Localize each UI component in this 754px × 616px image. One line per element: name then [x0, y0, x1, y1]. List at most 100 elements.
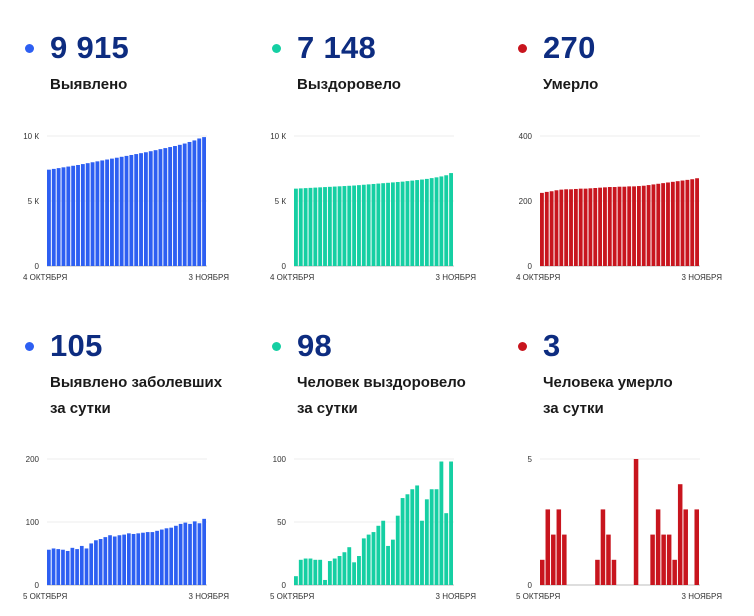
bar: [163, 148, 168, 266]
panel-label-line: за сутки: [543, 400, 604, 417]
bar: [79, 545, 84, 585]
panel-label: Человека умерло за сутки: [543, 370, 743, 422]
bar: [390, 539, 395, 585]
bar: [51, 548, 56, 585]
x-start-label: 4 ОКТЯБРЯ: [516, 273, 560, 282]
bar: [173, 146, 177, 266]
headline: 270: [518, 28, 596, 68]
bar: [651, 184, 656, 266]
bar: [646, 185, 651, 266]
bar: [294, 188, 298, 266]
panel-label-line: Человек выздоровело: [297, 374, 466, 391]
bar: [606, 534, 611, 585]
bar: [332, 558, 337, 585]
bar: [650, 534, 655, 585]
bar: [352, 185, 357, 266]
bar: [155, 530, 159, 585]
x-start-label: 4 ОКТЯБРЯ: [270, 273, 314, 282]
x-end-label: 3 НОЯБРЯ: [682, 273, 723, 282]
bar: [366, 184, 371, 266]
x-end-label: 3 НОЯБРЯ: [436, 273, 477, 282]
bar: [66, 166, 71, 266]
bar: [598, 187, 603, 266]
bar: [318, 187, 323, 266]
bar: [323, 187, 327, 266]
bar: [395, 515, 400, 585]
bar: [361, 538, 366, 585]
panel-label-line: Выздоровело: [297, 76, 401, 93]
bar: [361, 184, 366, 266]
bar: [139, 153, 143, 266]
bar: [303, 188, 308, 266]
bar: [143, 152, 148, 266]
panel-detected-daily: 105 Выявлено заболевших за сутки 0 100 200 5 О…: [23, 326, 255, 616]
bar: [159, 529, 164, 585]
bar: [424, 178, 429, 266]
bar: [127, 533, 131, 585]
panel-label-line: Умерло: [543, 76, 599, 93]
y-tick-label: 0: [528, 262, 533, 271]
bar: [395, 182, 400, 266]
bar: [134, 154, 139, 266]
bar: [148, 151, 153, 266]
bar: [683, 509, 688, 585]
bar: [633, 459, 639, 585]
bar: [84, 548, 89, 585]
bar: [439, 461, 444, 585]
bar: [617, 186, 622, 266]
bar: [622, 186, 627, 266]
panel-died-total: 270 Умерло 0 200 400 4 ОКТЯБРЯ 3 НОЯБРЯ: [516, 28, 748, 318]
bar: [562, 534, 567, 585]
bar: [434, 489, 439, 585]
y-tick-label: 200: [26, 455, 40, 464]
bar: [410, 180, 415, 266]
headline-number: 3: [543, 328, 561, 363]
bar: [420, 179, 424, 266]
bar: [564, 189, 569, 266]
bar: [76, 164, 80, 266]
bullet-dot-icon: [25, 43, 34, 53]
bar: [695, 178, 699, 266]
bar: [420, 520, 424, 585]
bar: [694, 509, 699, 585]
headline-number: 9 915: [50, 30, 130, 65]
panel-label-line: за сутки: [50, 400, 111, 417]
bar: [371, 183, 376, 266]
bar: [424, 499, 429, 585]
headline: 7 148: [272, 28, 376, 68]
bar: [544, 191, 549, 266]
bar: [386, 545, 390, 585]
panel-recovered-daily: 98 Человек выздоровело за сутки 0 50 100 5 ОКТ…: [270, 326, 502, 616]
bar: [439, 176, 444, 266]
headline: 9 915: [25, 28, 129, 68]
bar: [98, 539, 103, 585]
bar: [47, 169, 51, 266]
bar: [136, 533, 141, 585]
bar: [308, 187, 313, 266]
bar: [164, 528, 169, 585]
bar: [661, 534, 666, 585]
bar: [670, 181, 675, 266]
bar: [153, 150, 158, 266]
bar-chart: 0 5 5 ОКТЯБРЯ 3 НОЯБРЯ: [516, 455, 723, 601]
x-end-label: 3 НОЯБРЯ: [682, 592, 723, 601]
bar-chart: 0 200 400 4 ОКТЯБРЯ 3 НОЯБРЯ: [516, 132, 723, 282]
bar: [145, 532, 150, 585]
bar-chart: 0 100 200 5 ОКТЯБРЯ 3 НОЯБРЯ: [23, 455, 229, 601]
y-tick-label: 100: [26, 518, 40, 527]
bar: [366, 534, 371, 585]
bar: [357, 556, 361, 585]
bar: [569, 189, 573, 266]
bar: [415, 485, 420, 585]
bar: [680, 180, 685, 266]
headline-number: 98: [297, 328, 333, 363]
bar: [313, 187, 318, 266]
bar: [75, 549, 79, 585]
panel-label: Человек выздоровело за сутки: [297, 370, 497, 422]
bar: [192, 140, 197, 266]
bar: [636, 186, 641, 266]
bar: [158, 149, 163, 266]
bar: [578, 188, 583, 266]
bar: [112, 536, 117, 585]
panel-died-daily: 3 Человека умерло за сутки 0 5 5 ОКТЯБРЯ 3 НОЯ…: [516, 326, 748, 616]
